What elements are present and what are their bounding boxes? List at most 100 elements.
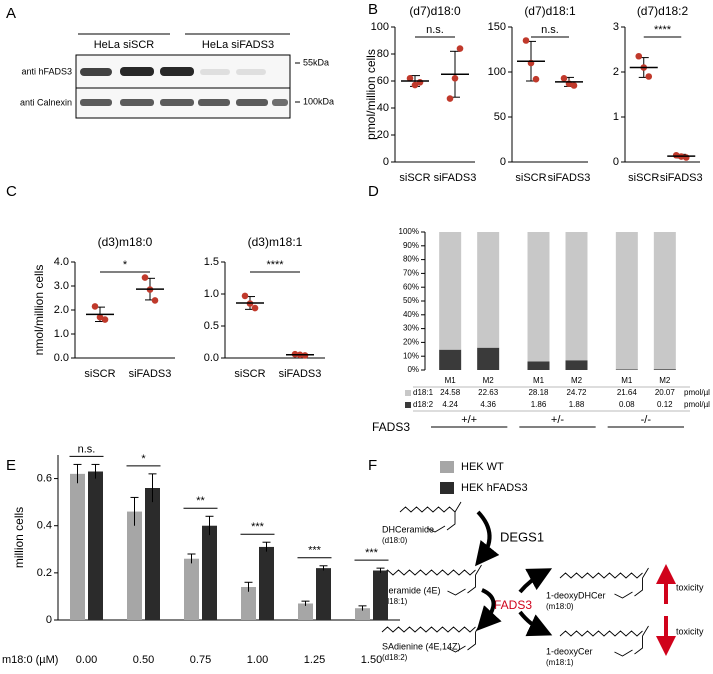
effect-label: toxicity [676, 626, 704, 636]
table-value: 20.07 [655, 388, 676, 397]
x-tick-label: siFADS3 [548, 172, 591, 184]
significance-label: n.s. [78, 443, 96, 455]
y-tick-label: 80% [403, 255, 419, 264]
table-value: 4.24 [442, 400, 458, 409]
node-sub: (d18:1) [382, 597, 408, 606]
molecule [399, 506, 456, 513]
significance-label: ** [196, 495, 205, 507]
group-label: +/- [551, 414, 564, 426]
y-tick-label: 0 [500, 156, 506, 168]
y-tick-label: 50 [494, 111, 506, 123]
bar-segment [615, 369, 638, 370]
bar [298, 603, 313, 620]
data-point [570, 82, 578, 89]
group-title: FADS3 [372, 420, 410, 434]
data-point [101, 316, 109, 323]
bar [70, 473, 85, 620]
legend-label: HEK WT [461, 461, 504, 473]
significance-label: n.s. [426, 24, 444, 36]
x-tick-label: siSCR [399, 172, 430, 184]
significance-label: *** [308, 545, 322, 557]
node-sub: (m18:0) [546, 602, 574, 611]
molecule [614, 567, 649, 599]
group-label: HeLa siFADS3 [202, 39, 274, 51]
x-tick-label: siFADS3 [434, 172, 477, 184]
data-point [456, 45, 464, 52]
y-axis-label: pmol/million cells [364, 49, 378, 140]
x-tick-label: 1.00 [247, 654, 268, 666]
data-point [451, 75, 459, 82]
band [236, 99, 268, 106]
x-tick-label: M2 [659, 376, 671, 385]
marker-label: 100kDa [303, 96, 334, 106]
y-tick-label: 0% [407, 365, 419, 374]
unit-label: pmol/µl [684, 388, 710, 397]
y-tick-label: 0.2 [37, 567, 52, 579]
data-point [151, 297, 159, 304]
legend-swatch [405, 402, 411, 408]
y-tick-label: 30% [403, 324, 419, 333]
bands [80, 67, 288, 106]
x-tick-label: 0.50 [133, 654, 154, 666]
x-tick-label: siSCR [628, 172, 659, 184]
data-point [406, 75, 414, 82]
y-tick-label: 0.6 [37, 472, 52, 484]
table-value: 0.12 [657, 400, 673, 409]
table-value: 21.64 [617, 388, 638, 397]
data-point [251, 304, 259, 312]
node-sub: (d18:0) [382, 536, 408, 545]
table-value: 1.86 [531, 400, 547, 409]
molecule [559, 630, 643, 637]
band [80, 99, 112, 106]
y-tick-label: 1.0 [54, 328, 69, 340]
chart-title: (d7)d18:2 [637, 4, 689, 18]
molecule [447, 621, 482, 653]
bar [88, 471, 103, 620]
band [120, 67, 154, 76]
molecule [447, 564, 482, 596]
x-tick-label: siSCR [234, 368, 265, 380]
molecule [614, 625, 649, 657]
molecule [559, 572, 643, 579]
band [160, 99, 194, 106]
y-tick-label: 40% [403, 310, 419, 319]
y-tick-label: 0.0 [204, 352, 219, 364]
node-sub: (d18:2) [382, 653, 408, 662]
node-label: SAdienine (4E,14Z) [382, 641, 461, 651]
data-point [411, 81, 419, 89]
node-label: 1-deoxyCer [546, 646, 593, 656]
reaction-arrow [518, 568, 553, 594]
y-tick-label: 90% [403, 241, 419, 250]
bar-segment [477, 347, 500, 370]
x-tick-label: 1.50 [361, 654, 382, 666]
molecule [381, 626, 476, 633]
significance-label: n.s. [541, 24, 559, 36]
significance-label: **** [654, 24, 672, 36]
legend-label: HEK hFADS3 [461, 482, 528, 494]
y-tick-label: 10% [403, 351, 419, 360]
data-point [645, 73, 653, 80]
y-axis-label: nmol/million cells [32, 265, 46, 356]
marker-label: 55kDa [303, 57, 329, 67]
x-tick-label: 0.75 [190, 654, 211, 666]
group-label: -/- [641, 414, 652, 426]
legend-label: d18:1 [413, 388, 434, 397]
data-point [91, 303, 99, 310]
unit-label: pmol/µl [684, 400, 710, 409]
y-tick-label: 0 [46, 614, 52, 626]
y-tick-label: 2.0 [54, 304, 69, 316]
x-tick-label: M1 [621, 376, 633, 385]
y-tick-label: 0 [613, 156, 619, 168]
y-tick-label: 70% [403, 269, 419, 278]
bar-segment [653, 232, 676, 370]
band [198, 99, 230, 106]
data-point [560, 75, 568, 82]
bar [316, 568, 331, 620]
table-value: 24.72 [566, 388, 587, 397]
bar [202, 525, 217, 620]
band [236, 69, 266, 75]
chart-title: (d3)m18:1 [248, 235, 303, 249]
bar [145, 488, 160, 620]
x-tick-label: 1.25 [304, 654, 325, 666]
